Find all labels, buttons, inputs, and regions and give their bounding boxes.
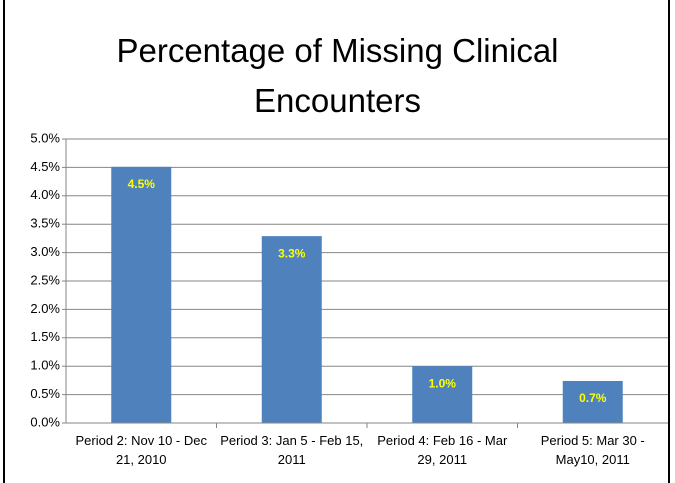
x-tick-label: Period 2: Nov 10 - Dec 21, 2010: [75, 433, 207, 467]
y-tick-label: 2.5%: [30, 272, 60, 287]
x-tick-label: Period 5: Mar 30 - May10, 2011: [540, 433, 645, 467]
data-label: 1.0%: [429, 376, 457, 390]
bar: [562, 380, 623, 423]
y-tick-label: 4.0%: [30, 187, 60, 202]
bar: [412, 366, 473, 423]
data-label: 0.7%: [579, 391, 607, 405]
y-tick-label: 1.5%: [30, 329, 60, 344]
data-label: 3.3%: [278, 246, 306, 260]
y-tick-label: 0.0%: [30, 414, 60, 429]
bar: [261, 236, 322, 423]
y-tick-label: 1.0%: [30, 358, 60, 373]
data-label: 4.5%: [128, 177, 156, 191]
x-tick-label: Period 4: Feb 16 - Mar 29, 2011: [377, 433, 508, 467]
y-tick-label: 4.5%: [30, 159, 60, 174]
bar: [111, 166, 172, 423]
x-tick-label: Period 3: Jan 5 - Feb 15, 2011: [220, 433, 364, 467]
chart-title: Percentage of Missing Clinical Encounter…: [116, 32, 559, 119]
y-tick-label: 0.5%: [30, 386, 60, 401]
frame: [3, 0, 670, 483]
y-tick-label: 3.0%: [30, 244, 60, 259]
y-tick-label: 5.0%: [30, 130, 60, 145]
y-tick-label: 3.5%: [30, 216, 60, 231]
y-tick-label: 2.0%: [30, 301, 60, 316]
